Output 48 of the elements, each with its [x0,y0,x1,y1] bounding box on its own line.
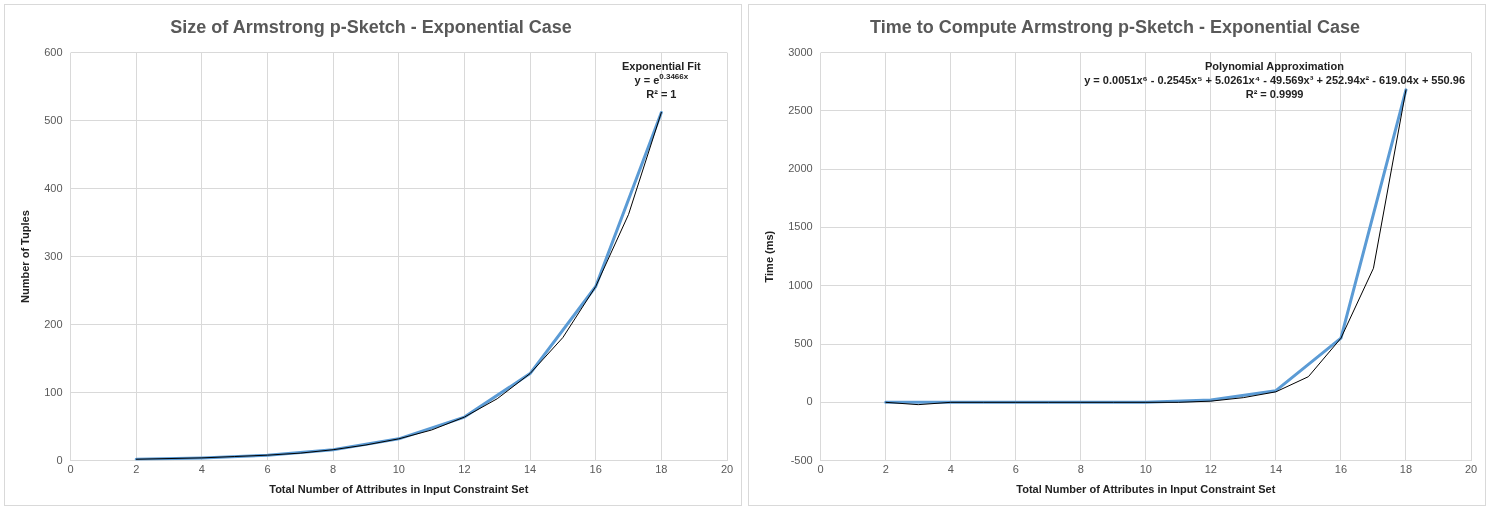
y-tick-label: 100 [44,385,63,398]
y-tick-label: 1500 [788,220,813,233]
annotation: R² = 0.9999 [1245,87,1304,100]
x-tick-label: 14 [523,463,537,476]
y-tick-label: 0 [806,395,813,408]
y-tick-label: 2000 [788,162,813,175]
x-tick-label: 18 [1399,463,1413,476]
x-axis-title: Total Number of Attributes in Input Constraint Set [1016,483,1276,496]
x-tick-label: 8 [1077,463,1084,476]
y-tick-label: 2500 [788,103,813,116]
x-tick-label: 6 [1012,463,1019,476]
x-tick-label: 18 [655,463,668,476]
x-tick-label: 16 [589,463,602,476]
chart-title: Time to Compute Armstrong p-Sketch - Exponential Case [869,16,1361,37]
x-tick-label: 16 [1334,463,1348,476]
y-axis-title: Time (ms) [762,230,775,283]
x-tick-label: 4 [947,463,954,476]
annotation: Exponential Fit [621,59,702,72]
x-tick-label: 2 [882,463,889,476]
annotation: R² = 1 [646,87,677,100]
annotation: Polynomial Approximation [1204,59,1345,72]
x-tick-label: 8 [330,463,337,476]
x-tick-label: 2 [133,463,140,476]
x-tick-label: 12 [1204,463,1217,476]
chart-title: Size of Armstrong p-Sketch - Exponential Case [170,16,572,37]
x-tick-label: 6 [264,463,271,476]
y-tick-label: 600 [44,45,63,58]
y-tick-label: 300 [44,249,63,262]
x-tick-label: 20 [720,463,734,476]
x-tick-label: 20 [1464,463,1478,476]
annotation: y = 0.0051x⁶ - 0.2545x⁵ + 5.0261x⁴ - 49.569x³ + 252.94x² - 619.04x + 550.96 [1084,73,1466,86]
y-tick-label: 1000 [788,278,813,291]
x-axis-title: Total Number of Attributes in Input Constraint Set [269,483,529,496]
y-tick-label: 400 [44,181,63,194]
y-tick-label: 0 [56,453,63,466]
x-tick-label: 12 [458,463,471,476]
y-tick-label: 500 [794,337,813,350]
y-tick-label: 500 [44,113,63,126]
x-tick-label: 14 [1269,463,1283,476]
y-tick-label: -500 [790,453,813,466]
y-tick-label: 200 [44,317,63,330]
x-tick-label: 0 [67,463,74,476]
x-tick-label: 4 [198,463,205,476]
x-tick-label: 10 [1139,463,1152,476]
y-tick-label: 3000 [788,45,813,58]
x-tick-label: 0 [817,463,824,476]
x-tick-label: 10 [392,463,405,476]
y-axis-title: Number of Tuples [18,210,31,303]
